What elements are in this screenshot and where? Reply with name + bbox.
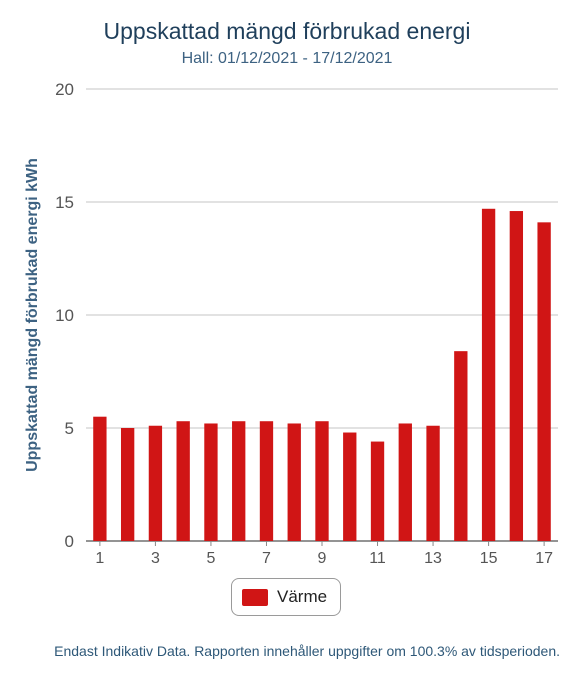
bar [537, 222, 551, 541]
legend-swatch-varme [242, 589, 268, 606]
x-tick-label: 7 [262, 550, 271, 567]
x-tick-label: 5 [206, 550, 215, 567]
y-tick-label: 15 [55, 193, 74, 212]
bar [259, 421, 274, 541]
bar [232, 421, 246, 541]
bar [287, 423, 301, 541]
x-tick-label: 17 [535, 550, 553, 567]
bar [176, 421, 190, 541]
y-tick-label: 10 [55, 306, 74, 325]
bar [204, 423, 218, 541]
bar [370, 441, 385, 541]
y-tick-label: 20 [55, 80, 74, 99]
y-tick-label: 5 [65, 419, 74, 438]
chart-title: Uppskattad mängd förbrukad energi [103, 18, 471, 44]
x-tick-label: 9 [318, 550, 327, 567]
bar [509, 211, 524, 542]
y-tick-label: 0 [65, 532, 74, 551]
chart-subtitle: Hall: 01/12/2021 - 17/12/2021 [181, 50, 393, 67]
bar [454, 351, 468, 541]
bar [398, 423, 412, 541]
x-tick-label: 13 [424, 550, 442, 567]
y-axis-label: Uppskattad mängd förbrukad energi kWh [24, 158, 41, 472]
x-tick-label: 15 [480, 550, 498, 567]
legend-label-varme: Värme [277, 587, 328, 606]
bar [481, 208, 496, 541]
x-tick-label: 3 [151, 550, 160, 567]
x-tick-label: 11 [369, 550, 386, 567]
bar [343, 432, 357, 541]
bar [148, 425, 163, 541]
chart-legend[interactable]: Värme [231, 578, 341, 616]
bar [315, 421, 329, 541]
bar [120, 428, 135, 541]
bar [93, 416, 107, 541]
footnote: Endast Indikativ Data. Rapporten innehål… [54, 643, 560, 659]
bar [426, 425, 440, 541]
x-tick-label: 1 [95, 550, 104, 567]
